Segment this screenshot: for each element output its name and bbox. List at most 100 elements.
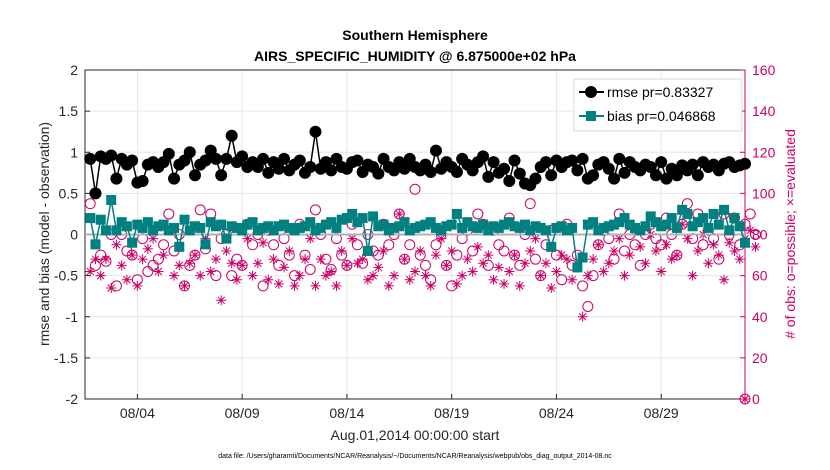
obs_evaluated-point [677, 219, 688, 230]
legend-rmse-label: rmse pr=0.83327 [607, 84, 713, 100]
obs_evaluated-point [404, 274, 415, 285]
obs_possible-point [268, 239, 280, 251]
bias-point [446, 219, 457, 230]
obs_evaluated-point [326, 266, 337, 277]
obs_evaluated-point [415, 245, 426, 256]
rmse-point [189, 169, 201, 182]
rmse-point [739, 157, 751, 170]
legend-box [573, 78, 743, 132]
obs_evaluated-point [310, 280, 321, 291]
y-right-tick-label: 160 [752, 62, 776, 78]
rmse-point [660, 172, 673, 185]
bias-point [593, 225, 604, 236]
y-right-tick-label: 140 [752, 103, 776, 119]
rmse-point [351, 154, 364, 167]
bias-point [540, 225, 551, 236]
obs_evaluated-point [289, 280, 300, 291]
obs_possible-point [309, 204, 321, 216]
bias-point [179, 214, 190, 225]
obs_evaluated-point [368, 270, 379, 281]
rmse-series [84, 125, 751, 200]
obs_evaluated-point [195, 270, 206, 281]
bias-point [326, 217, 337, 228]
obs_possible-point [697, 239, 709, 251]
rmse-point [691, 169, 704, 182]
legend-bias-marker [586, 111, 596, 121]
bias-point [650, 217, 661, 228]
obs_evaluated-point [687, 270, 698, 281]
rmse-point [424, 165, 437, 178]
obs_evaluated-point [410, 266, 420, 277]
obs_evaluated-point [509, 250, 520, 261]
rmse-point [670, 169, 683, 182]
bias-point [305, 217, 316, 228]
obs_possible-point [383, 239, 395, 251]
bias-point [394, 221, 405, 232]
obs_evaluated-point [530, 233, 541, 244]
obs_possible-point [147, 259, 159, 271]
obs_evaluated-point [593, 239, 604, 250]
bias-point [331, 222, 342, 233]
y-right-tick-label: 80 [752, 227, 768, 243]
obs_evaluated-point [703, 258, 714, 269]
bias-point [609, 219, 620, 230]
rmse-point [529, 172, 542, 185]
y-tick-label: -1 [66, 309, 79, 325]
bias-point [614, 217, 625, 228]
obs_evaluated-point [174, 260, 185, 271]
rmse-point [571, 164, 584, 177]
y-tick-label: 0 [70, 227, 78, 243]
obs_possible-point [84, 198, 96, 210]
obs_evaluated-point [268, 254, 279, 265]
rmse-point [477, 150, 490, 163]
obs_evaluated-point [561, 254, 572, 265]
obs_evaluated-point [650, 245, 661, 256]
bias-point [666, 213, 677, 224]
bias-point [551, 222, 562, 233]
bias-point [441, 221, 452, 232]
obs_evaluated-point [551, 266, 562, 277]
bias-point [603, 221, 614, 232]
bias-point [619, 213, 630, 224]
rmse-point [257, 152, 270, 165]
obs_evaluated-point [441, 260, 452, 271]
bias-point [462, 217, 473, 228]
bias-point [577, 252, 588, 263]
obs_evaluated-point [640, 258, 651, 269]
obs_possible-point [467, 245, 479, 257]
bias-point [95, 214, 106, 225]
obs_evaluated-point [169, 270, 180, 281]
obs_evaluated-point [121, 274, 132, 285]
bias-point [703, 222, 714, 233]
bias-point [252, 225, 263, 236]
bias-point [582, 219, 593, 230]
bias-point [488, 221, 499, 232]
obs_evaluated-point [216, 295, 227, 306]
rmse-point [503, 175, 516, 188]
rmse-point [168, 172, 181, 185]
bias-point [598, 222, 609, 233]
obs_evaluated-point [729, 245, 740, 256]
y-right-tick-label: 120 [752, 144, 776, 160]
obs_possible-point [493, 239, 505, 251]
bias-point [677, 204, 688, 215]
obs_evaluated-point [357, 254, 368, 265]
bias-point [169, 222, 180, 233]
obs_evaluated-point [514, 280, 525, 291]
bias-point [85, 213, 96, 224]
bias-point [310, 225, 321, 236]
obs_possible-point [257, 280, 269, 292]
rmse-point [498, 162, 511, 175]
bias-point [90, 239, 101, 250]
obs_evaluated-point [493, 262, 504, 273]
obs_evaluated-point [734, 254, 745, 265]
bias-point [561, 225, 572, 236]
rmse-point [220, 152, 233, 165]
bias-point [493, 222, 504, 233]
rmse-point [236, 150, 249, 163]
x-tick-label: 08/09 [225, 405, 260, 421]
obs_possible-point [351, 239, 363, 251]
obs_evaluated-point [226, 258, 237, 269]
obs_evaluated-point [451, 278, 462, 289]
obs_evaluated-point [457, 270, 468, 281]
